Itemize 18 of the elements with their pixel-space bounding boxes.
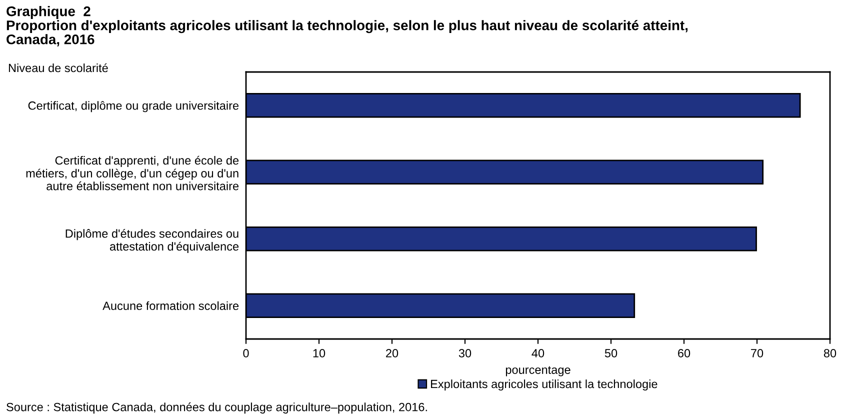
x-tick-label: 10 [313,349,326,358]
legend-label: Exploitants agricoles utilisant la technologie [431,379,658,391]
source-note: Source : Statistique Canada, données du couplage agriculture–population, 2016. [6,402,427,414]
x-tick-label: 50 [604,349,618,358]
y-tick-label: Diplôme d'études secondaires ou attestation d'équivalence [66,228,239,253]
y-tick-label: Certificat, diplôme ou grade universitaire [28,101,239,112]
x-tick-label: 60 [678,349,690,358]
y-tick-label: Aucune formation scolaire [102,301,239,310]
x-tick-label: 70 [751,349,764,358]
y-tick-label: Certificat d'apprenti, d'une école de métiers, d'un collège, d'un cégep ou d'un autre établissement non universitaire [26,156,239,190]
x-tick-label: 40 [532,349,544,358]
x-tick-label: 0 [243,349,249,358]
x-tick-label: 30 [458,349,472,358]
x-tick-label: 80 [824,349,836,358]
x-tick-label: 20 [386,349,398,358]
chart-title: Graphique 2 Proportion d'exploitants agricoles utilisant la technologie, selon le plus haut niveau de scolarité atteint, Canada, 2016 [6,6,688,46]
x-axis-title: pourcentage [506,366,570,376]
y-axis-title: Niveau de scolarité [8,63,108,72]
